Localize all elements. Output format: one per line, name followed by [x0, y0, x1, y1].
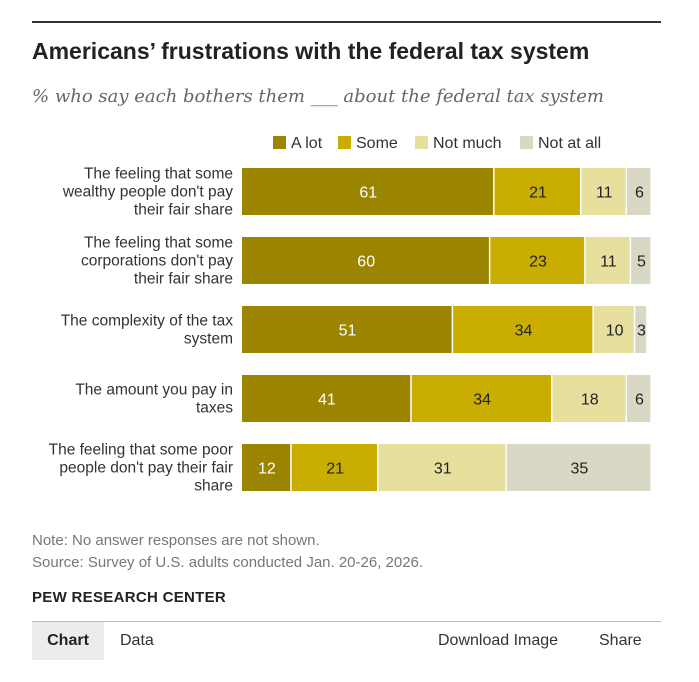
chart-subtitle: % who say each bothers them ___ about th…	[32, 86, 604, 107]
share-link[interactable]: Share	[599, 632, 642, 649]
category-label: The amount you pay in	[75, 382, 233, 399]
legend-swatch	[520, 136, 533, 149]
category-label: The complexity of the tax	[61, 313, 234, 330]
bar-segment	[593, 306, 634, 353]
top-rule	[32, 21, 661, 23]
bar-value-label: 11	[596, 185, 613, 202]
bar-value-label: 41	[318, 392, 336, 409]
category-label: people don't pay their fair	[59, 460, 233, 477]
category-label: The feeling that some	[84, 166, 233, 183]
category-label: share	[194, 478, 233, 495]
bar-segment	[585, 237, 630, 284]
bar-value-label: 6	[635, 392, 644, 409]
category-label: system	[184, 331, 233, 348]
bar-segment	[627, 168, 651, 215]
bar-value-label: 12	[258, 461, 276, 478]
legend-swatch	[415, 136, 428, 149]
bar-value-label: 35	[571, 461, 589, 478]
category-label: their fair share	[134, 271, 233, 288]
tab-data[interactable]: Data	[120, 632, 154, 649]
stacked-bar-chart: A lot Some Not much Not at all The feeling t…	[49, 135, 651, 495]
brand-label: PEW RESEARCH CENTER	[32, 589, 227, 606]
bar-value-label: 31	[434, 461, 452, 478]
bar-segment	[242, 168, 494, 215]
note-text: Note: No answer responses are not shown.	[32, 532, 320, 549]
bar-value-label: 23	[529, 254, 547, 271]
bar-segment	[291, 444, 378, 491]
bar-value-label: 10	[606, 323, 624, 340]
category-label: corporations don't pay	[81, 253, 233, 270]
bar-segment	[635, 306, 647, 353]
bar-segment	[552, 375, 626, 422]
category-label: The feeling that some poor	[49, 442, 233, 459]
bar-value-label: 21	[529, 185, 547, 202]
bar-value-label: 5	[637, 254, 646, 271]
category-label: their fair share	[134, 202, 233, 219]
tab-chart[interactable]: Chart	[32, 622, 104, 660]
category-label: wealthy people don't pay	[62, 184, 233, 201]
source-text: Source: Survey of U.S. adults conducted …	[32, 554, 424, 571]
legend-label: Some	[356, 135, 398, 152]
bar-value-label: 18	[581, 392, 599, 409]
legend-label: Not at all	[538, 135, 601, 152]
bar-value-label: 11	[600, 254, 617, 271]
bar-value-label: 34	[473, 392, 491, 409]
bar-segment	[411, 375, 551, 422]
bar-value-label: 60	[357, 254, 375, 271]
bar-segment	[631, 237, 651, 284]
bar-value-label: 51	[339, 323, 357, 340]
bar-segment	[506, 444, 651, 491]
legend-label: A lot	[291, 135, 323, 152]
bar-value-label: 61	[359, 185, 377, 202]
bar-segment	[242, 375, 411, 422]
bar-segment	[453, 306, 593, 353]
bar-segment	[490, 237, 585, 284]
bar-segment	[242, 306, 452, 353]
category-label: The feeling that some	[84, 235, 233, 252]
bar-segment	[581, 168, 626, 215]
bar-value-label: 34	[515, 323, 533, 340]
legend-swatch	[273, 136, 286, 149]
category-label: taxes	[196, 400, 233, 417]
chart-title: Americans’ frustrations with the federal…	[32, 38, 590, 64]
bar-value-label: 6	[635, 185, 644, 202]
bar-value-label: 21	[326, 461, 344, 478]
bar-segment	[627, 375, 651, 422]
bar-value-label: 3	[637, 323, 646, 340]
bar-segment	[378, 444, 506, 491]
bar-segment	[242, 237, 489, 284]
bar-segment	[494, 168, 580, 215]
bar-segment	[242, 444, 291, 491]
legend-label: Not much	[433, 135, 501, 152]
footer-divider	[32, 621, 661, 622]
legend-swatch	[338, 136, 351, 149]
download-image-link[interactable]: Download Image	[438, 632, 559, 649]
